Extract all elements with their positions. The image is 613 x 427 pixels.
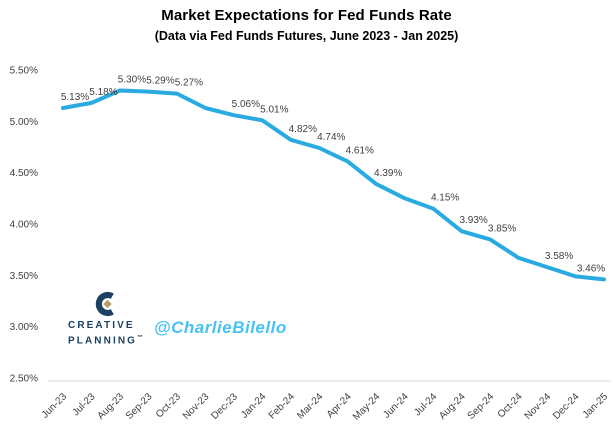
data-point-label: 3.58% xyxy=(545,251,573,262)
x-axis-tick-label: Jun-24 xyxy=(381,391,411,421)
x-axis-tick-label: Jul-24 xyxy=(412,391,439,418)
x-axis-tick-label: Jan-25 xyxy=(581,391,611,421)
chart-title: Market Expectations for Fed Funds Rate xyxy=(161,7,452,24)
creative-planning-logo: CREATIVE PLANNING™ xyxy=(68,291,178,347)
fed-funds-line xyxy=(61,88,606,282)
data-point-label: 3.46% xyxy=(577,263,605,274)
x-axis-tick-label: Apr-24 xyxy=(325,391,354,420)
x-axis-tick-label: Feb-24 xyxy=(267,391,297,421)
x-axis-tick-label: Sep-23 xyxy=(124,391,155,422)
x-axis-tick-label: Sep-24 xyxy=(466,391,497,422)
y-axis-tick-label: 5.50% xyxy=(10,66,38,77)
data-point-label: 5.01% xyxy=(260,104,288,115)
x-axis-tick-label: Mar-24 xyxy=(295,391,325,421)
data-point-label: 4.82% xyxy=(289,124,317,135)
y-axis-tick-label: 5.00% xyxy=(10,117,38,128)
data-point-label: 5.18% xyxy=(89,87,117,98)
x-axis-tick-label: Jan-24 xyxy=(239,391,269,421)
data-point-label: 4.61% xyxy=(346,145,374,156)
x-axis-tick-label: Nov-24 xyxy=(523,391,554,422)
charliebilello-watermark: @CharlieBilello xyxy=(154,318,287,337)
logo-wordmark-line2: PLANNING™ xyxy=(68,335,144,347)
data-point-label: 3.93% xyxy=(459,215,487,226)
data-point-label: 4.39% xyxy=(374,168,402,179)
data-point-label: 3.85% xyxy=(488,223,516,234)
x-axis-tick-label: Aug-23 xyxy=(95,391,126,422)
y-axis-tick-label: 4.00% xyxy=(10,220,38,231)
data-point-label: 5.13% xyxy=(61,92,89,103)
x-axis-tick-label: Oct-23 xyxy=(154,391,183,420)
y-axis-tick-label: 3.00% xyxy=(10,322,38,333)
y-axis-tick-label: 3.50% xyxy=(10,271,38,282)
data-point-label: 5.29% xyxy=(146,76,174,87)
creative-planning-logo-icon xyxy=(95,291,114,317)
y-axis-tick-label: 4.50% xyxy=(10,168,38,179)
logo-wordmark-line1: CREATIVE xyxy=(68,320,135,331)
x-axis-tick-label: Jul-23 xyxy=(71,391,98,418)
x-axis-tick-label: Oct-24 xyxy=(496,391,525,420)
data-point-label: 5.27% xyxy=(175,78,203,89)
x-axis-tick-label: Nov-23 xyxy=(181,391,212,422)
data-point-label: 4.15% xyxy=(431,193,459,204)
data-point-label: 5.06% xyxy=(232,99,260,110)
x-axis-tick-label: Dec-23 xyxy=(209,391,240,422)
x-axis-tick-label: May-24 xyxy=(351,391,383,423)
x-axis-tick-label: Aug-24 xyxy=(437,391,468,422)
x-axis-tick-label: Dec-24 xyxy=(551,391,582,422)
trademark-symbol: ™ xyxy=(137,335,144,341)
data-point-label: 5.30% xyxy=(118,75,146,86)
data-point-label: 4.74% xyxy=(317,132,345,143)
y-axis-tick-label: 2.50% xyxy=(10,374,38,385)
chart-subtitle: (Data via Fed Funds Futures, June 2023 -… xyxy=(154,29,459,43)
x-axis-tick-label: Jun-23 xyxy=(40,391,70,421)
